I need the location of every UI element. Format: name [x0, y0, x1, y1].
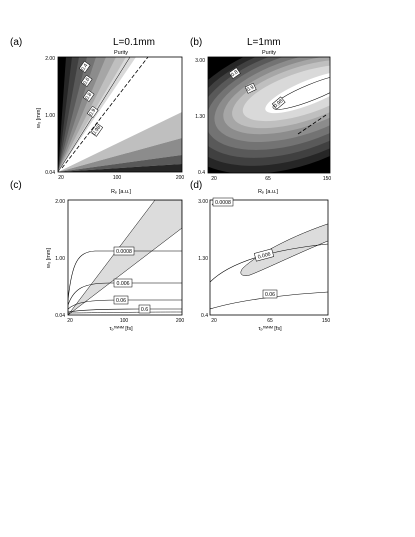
- svg-text:0.98: 0.98: [273, 98, 285, 109]
- panel-c-xtick-0: 20: [67, 318, 73, 324]
- panel-b-label-0: 0.8: [228, 67, 241, 79]
- panel-a-ytick-0: 0.04: [45, 170, 55, 176]
- panel-c-label-0: 0.0008: [113, 246, 135, 256]
- panel-c-ytick-0: 0.04: [55, 313, 65, 319]
- svg-text:0.006: 0.006: [257, 251, 271, 260]
- panel-b-ytick-0: 0.4: [198, 170, 205, 176]
- panel-a-label-4: 0.98: [90, 123, 104, 137]
- panel-a-frame: [57, 56, 183, 173]
- panel-d-ytick-2: 3.00: [198, 199, 208, 205]
- svg-text:0.98: 0.98: [91, 125, 102, 137]
- svg-text:0.9: 0.9: [246, 85, 255, 94]
- svg-text:0.6: 0.6: [82, 77, 91, 86]
- panel-c-ytick-1: 1.00: [55, 256, 65, 262]
- panel-b-xtick-2: 150: [323, 176, 332, 182]
- panel-a-optimum-line: [61, 57, 149, 169]
- panel-c-ytick-2: 2.00: [55, 199, 65, 205]
- panel-a-label-1: 0.6: [80, 74, 93, 87]
- panel-a-band-11: [58, 138, 182, 172]
- svg-text:0.006: 0.006: [117, 281, 130, 287]
- svg-text:0.8: 0.8: [230, 69, 239, 78]
- panel-b: Purity 0.8 0.9 0.98 3.0: [195, 50, 332, 182]
- panel-c-contour-0: [68, 250, 182, 301]
- panel-d-label-0: 0.0008: [212, 197, 234, 207]
- panel-c: Rₚ [a.u.] 0.0008 0.006 0.06 0.6 2.0: [46, 189, 184, 332]
- panel-b-label-1: 0.9: [244, 82, 257, 94]
- panel-c-title: Rₚ [a.u.]: [111, 189, 132, 195]
- panel-b-ytick-1: 1.30: [195, 114, 205, 120]
- panel-a-ytick-2: 2.00: [45, 56, 55, 62]
- panel-a-xtick-0: 20: [58, 175, 64, 181]
- panel-a-band-13: [58, 164, 182, 172]
- panel-d-xtick-2: 150: [322, 318, 331, 324]
- panel-b-xtick-0: 20: [211, 176, 217, 182]
- panel-c-label-1: 0.006: [113, 278, 133, 288]
- panel-d-contour-1: [210, 291, 328, 310]
- panel-d-optimum-band: [240, 223, 328, 276]
- panel-d-title: Rₚ [a.u.]: [258, 189, 279, 195]
- panel-a-label-3: 0.9: [86, 105, 99, 118]
- panel-a-ylabel: w₀ [mm]: [36, 108, 42, 129]
- panel-c-optimum-band: [68, 200, 182, 315]
- panel-a-label-2: 0.8: [82, 89, 95, 102]
- svg-text:0.4: 0.4: [80, 63, 89, 72]
- panel-a-ytick-1: 1.00: [45, 113, 55, 119]
- panel-c-xtick-1: 100: [120, 318, 129, 324]
- panel-d-label-2: 0.06: [262, 289, 278, 299]
- svg-text:0.6: 0.6: [141, 307, 148, 313]
- heading-left: L=0.1mm: [113, 37, 155, 48]
- svg-text:0.9: 0.9: [88, 108, 97, 117]
- panel-label-d: (d): [190, 180, 202, 191]
- panel-c-ylabel: w₀ [mm]: [46, 248, 52, 269]
- panel-d: Rₚ [a.u.] 0.0008 0.006 0.06 3.00 1.30 0.…: [198, 189, 331, 332]
- panel-d-xtick-0: 20: [211, 318, 217, 324]
- panel-a-title: Purity: [114, 50, 128, 56]
- panel-d-xtick-1: 65: [267, 318, 273, 324]
- panel-b-ytick-2: 3.00: [195, 58, 205, 64]
- panel-a: Purity 0.4 0.6: [36, 50, 184, 181]
- panel-c-xtick-2: 200: [176, 318, 185, 324]
- panel-b-band-9: [265, 70, 330, 114]
- panel-b-xtick-1: 65: [265, 176, 271, 182]
- panel-d-ytick-0: 0.4: [201, 313, 208, 319]
- svg-text:0.8: 0.8: [84, 92, 93, 101]
- panel-c-contour-4: [68, 311, 182, 314]
- panel-c-frame: [67, 199, 183, 316]
- panel-b-label-2: 0.98: [271, 96, 286, 110]
- panel-c-label-3: 0.6: [138, 304, 151, 314]
- panel-a-band-10: [58, 112, 182, 172]
- heading-right: L=1mm: [247, 37, 281, 48]
- svg-text:0.06: 0.06: [116, 298, 126, 304]
- panel-c-label-2: 0.06: [113, 295, 129, 305]
- panel-label-a: (a): [10, 37, 22, 48]
- panel-a-band-12: [58, 155, 182, 172]
- svg-text:0.0008: 0.0008: [215, 200, 231, 206]
- svg-text:0.0008: 0.0008: [116, 249, 132, 255]
- panel-d-label-1: 0.006: [253, 248, 275, 262]
- panel-label-c: (c): [10, 180, 22, 191]
- panel-d-frame: [209, 199, 329, 316]
- panel-d-contour-0: [210, 243, 328, 283]
- panel-b-contour-line: [272, 74, 330, 110]
- panel-label-b: (b): [190, 37, 202, 48]
- panel-c-contour-1: [68, 282, 182, 306]
- panel-b-frame: [207, 56, 331, 174]
- panel-a-label-0: 0.4: [78, 60, 91, 73]
- panel-a-xtick-2: 200: [176, 175, 185, 181]
- panel-d-ytick-1: 1.30: [198, 256, 208, 262]
- panel-d-xlabel: τₚᶠᵂᴴᴹ [fs]: [258, 325, 282, 332]
- panel-a-xtick-1: 100: [113, 175, 122, 181]
- panel-b-title: Purity: [262, 50, 276, 56]
- panel-c-xlabel: τₚᶠᵂᴴᴹ [fs]: [109, 325, 133, 332]
- svg-text:0.06: 0.06: [265, 292, 275, 298]
